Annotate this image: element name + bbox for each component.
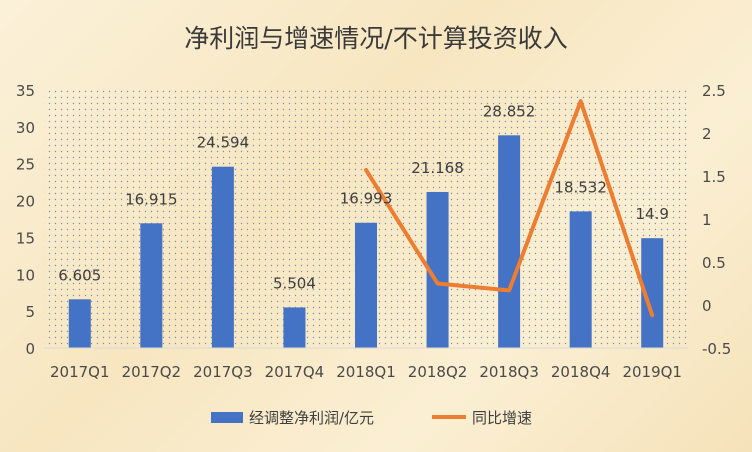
bar-2018Q4	[569, 211, 592, 348]
bar-data-labels: 6.605 16.915 24.594 5.504 16.993 21.168 28.852…	[58, 102, 669, 292]
bar-2017Q3	[211, 166, 234, 348]
right-tick-label: 1	[702, 211, 712, 229]
right-tick-label: 0.5	[702, 254, 726, 272]
bar-2018Q2	[426, 191, 449, 348]
x-tick-label: 2019Q1	[622, 363, 682, 381]
bar-2018Q3	[498, 135, 521, 348]
right-tick-label: -0.5	[702, 340, 731, 358]
left-tick-label: 25	[16, 156, 35, 174]
chart-title: 净利润与增速情况/不计算投资收入	[184, 24, 567, 53]
x-tick-label: 2017Q4	[265, 363, 325, 381]
legend-swatch-bar	[211, 412, 243, 423]
growth-line	[364, 99, 655, 318]
bar-2018Q1	[355, 222, 377, 348]
line-series	[364, 99, 655, 318]
right-tick-label: 0	[702, 297, 712, 315]
left-y-axis: 0 5 10 15 20 25 30 35	[16, 82, 35, 358]
bar-label-2018Q3: 28.852	[483, 102, 536, 120]
left-tick-label: 10	[16, 266, 35, 284]
right-tick-label: 2	[702, 125, 712, 143]
legend-label-bar: 经调整净利润/亿元	[249, 409, 374, 427]
bar-label-2018Q2: 21.168	[411, 159, 464, 177]
x-tick-label: 2017Q1	[50, 363, 110, 381]
bar-label-2017Q1: 6.605	[58, 266, 101, 284]
legend-label-line: 同比增速	[472, 409, 532, 427]
x-tick-label: 2017Q3	[193, 363, 253, 381]
x-tick-label: 2018Q2	[408, 363, 468, 381]
bar-2017Q4	[283, 307, 306, 348]
bar-label-2017Q3: 24.594	[197, 134, 250, 152]
right-tick-label: 1.5	[702, 168, 726, 186]
bar-label-2018Q1: 16.993	[340, 190, 393, 208]
left-tick-label: 20	[16, 193, 35, 211]
bar-2019Q1	[641, 238, 664, 348]
left-tick-label: 30	[16, 119, 35, 137]
bar-2017Q2	[140, 223, 163, 348]
right-tick-label: 2.5	[702, 82, 726, 100]
legend: 经调整净利润/亿元 同比增速	[211, 409, 532, 427]
bar-label-2018Q4: 18.532	[554, 178, 607, 196]
bar-label-2017Q4: 5.504	[273, 274, 316, 292]
x-tick-label: 2018Q4	[551, 363, 611, 381]
x-tick-label: 2018Q3	[479, 363, 539, 381]
left-tick-label: 5	[25, 303, 35, 321]
bar-label-2019Q1: 14.9	[636, 205, 669, 223]
bar-label-2017Q2: 16.915	[125, 190, 178, 208]
x-tick-label: 2018Q1	[336, 363, 396, 381]
right-y-axis: -0.5 0 0.5 1 1.5 2 2.5	[702, 82, 731, 358]
x-tick-label: 2017Q2	[122, 363, 182, 381]
left-tick-label: 35	[16, 82, 35, 100]
left-tick-label: 0	[25, 340, 35, 358]
bar-2017Q1	[68, 299, 91, 348]
x-axis: 2017Q1 2017Q2 2017Q3 2017Q4 2018Q1 2018Q2 2018…	[44, 347, 688, 381]
bar-series	[68, 135, 664, 348]
left-tick-label: 15	[16, 229, 35, 247]
